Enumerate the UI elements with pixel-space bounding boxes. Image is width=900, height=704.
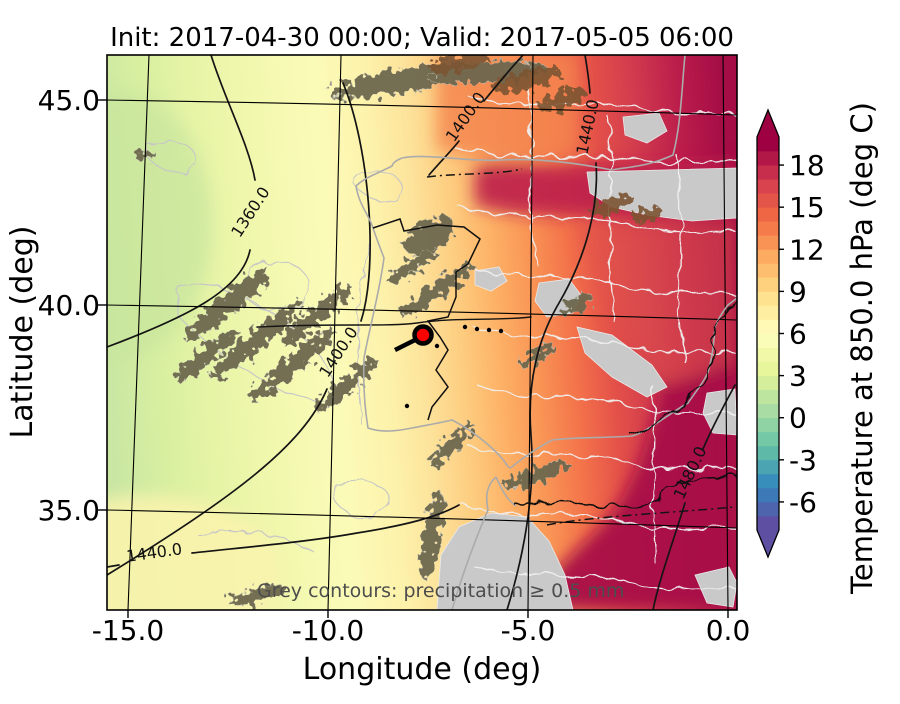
colorbar-band — [757, 164, 779, 180]
colorbar-band — [757, 361, 779, 377]
x-tick-1: -10.0 — [292, 614, 364, 647]
colorbar-tick-label: 3 — [789, 360, 807, 393]
x-tick-0: -15.0 — [92, 614, 164, 647]
precip-brown-blobs — [429, 55, 661, 224]
colorbar-band — [757, 403, 779, 419]
colorbar-band — [757, 389, 779, 405]
colorbar-band — [757, 515, 779, 531]
colorbar-band — [757, 178, 779, 194]
colorbar-band — [757, 473, 779, 489]
plot-title: Init: 2017-04-30 00:00; Valid: 2017-05-0… — [110, 23, 734, 53]
colorbar-tick-label: -6 — [789, 486, 817, 519]
x-axis-label: Longitude (deg) — [303, 652, 542, 687]
colorbar-band — [757, 248, 779, 264]
colorbar-band — [757, 333, 779, 348]
x-tick-2: -5.0 — [501, 614, 556, 647]
colorbar: 18 15 12 9 6 3 0 -3 -6 — [756, 108, 825, 559]
colorbar-band — [757, 276, 779, 292]
colorbar-label: Temperature at 850.0 hPa (deg C) — [845, 102, 879, 595]
colorbar-tick-label: 6 — [789, 318, 807, 351]
colorbar-band — [757, 136, 779, 152]
colorbar-band — [757, 262, 779, 278]
colorbar-band — [757, 417, 779, 433]
colorbar-band — [757, 445, 779, 461]
location-marker — [393, 324, 434, 353]
colorbar-band — [757, 459, 779, 475]
station-dots — [404, 324, 504, 409]
colorbar-band — [757, 347, 779, 362]
precip-grey-patches — [436, 112, 737, 610]
dashed-contours — [426, 168, 736, 526]
x-tick-3: 0.0 — [706, 614, 751, 647]
y-tick-2: 35.0 — [38, 494, 100, 527]
colorbar-tick-label: 12 — [789, 233, 825, 266]
colorbar-band — [757, 290, 779, 306]
colorbar-band — [757, 501, 779, 517]
geopotential-contours — [107, 55, 736, 610]
borders-black — [372, 218, 737, 509]
colorbar-band — [757, 431, 779, 447]
colorbar-band — [757, 220, 779, 236]
y-axis-label: Latitude (deg) — [5, 226, 40, 439]
axes-frame — [106, 54, 738, 611]
marker-dot — [412, 324, 434, 346]
colorbar-tick-label: 15 — [789, 191, 825, 224]
colorbar-extend-top — [757, 110, 779, 137]
colorbar-band — [757, 305, 779, 320]
colorbar-extend-bottom — [757, 530, 779, 557]
y-tick-0: 45.0 — [38, 84, 100, 117]
colorbar-tick-label: 9 — [789, 275, 807, 308]
colorbar-band — [757, 192, 779, 208]
precip-contours-white — [451, 84, 737, 591]
colorbar-band — [757, 375, 779, 391]
graticule — [107, 55, 737, 610]
y-tick-1: 40.0 — [38, 289, 100, 322]
colorbar-band — [757, 206, 779, 222]
colorbar-tick-label: 0 — [789, 402, 807, 435]
colorbar-tick-label: -3 — [789, 444, 817, 477]
colorbar-band — [757, 234, 779, 250]
colorbar-band — [757, 150, 779, 166]
colorbar-band — [757, 487, 779, 503]
precip-annotation: Grey contours: precipitation ≥ 0.5 mm — [257, 580, 624, 602]
colorbar-band — [757, 319, 779, 334]
colorbar-tick-label: 18 — [789, 149, 825, 182]
colorbar-outline — [756, 108, 780, 559]
axis-ticks — [98, 99, 729, 618]
